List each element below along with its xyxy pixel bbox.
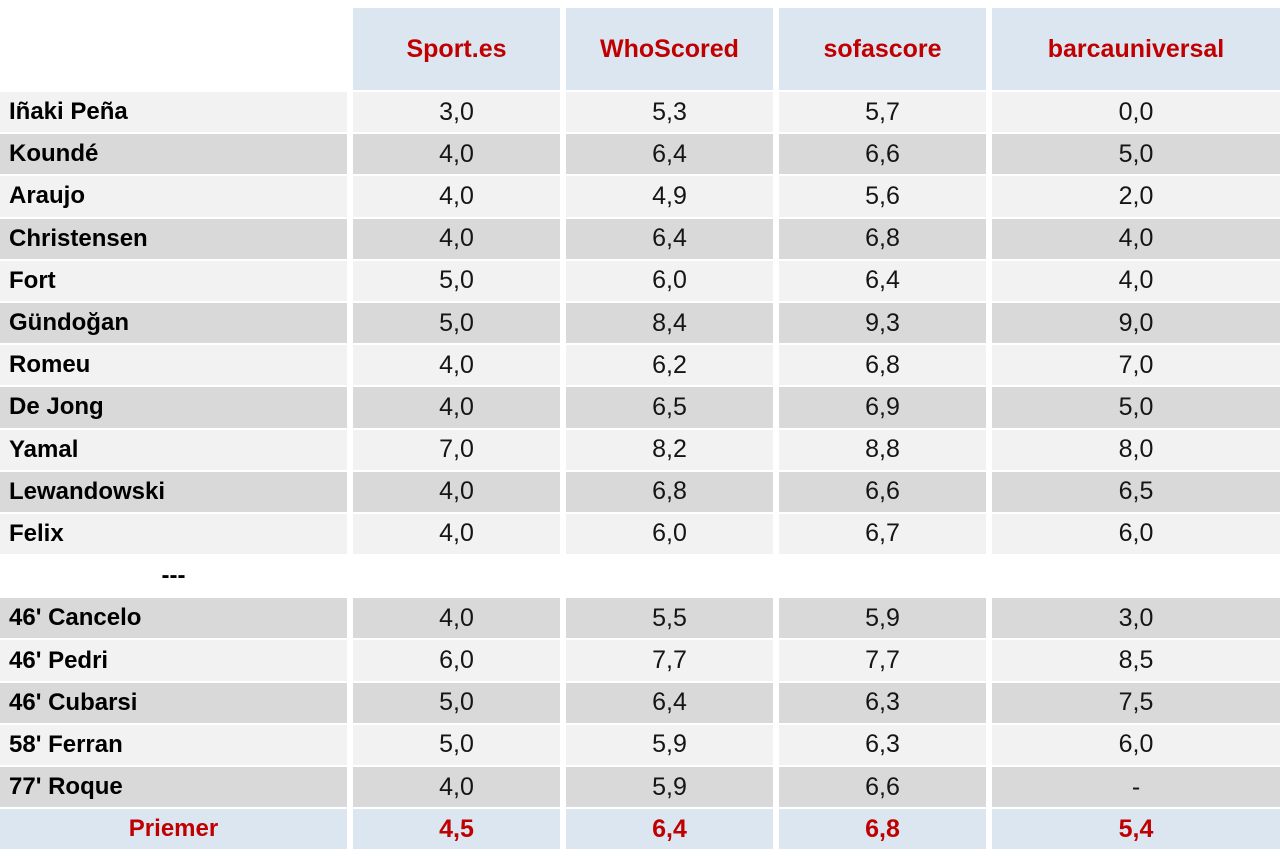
separator-empty-cell — [566, 556, 773, 597]
player-name-cell: 77' Roque — [0, 767, 347, 808]
rating-cell: 5,6 — [779, 176, 986, 217]
rating-cell: 6,0 — [992, 724, 1280, 765]
rating-cell: 6,0 — [353, 640, 560, 681]
rating-cell: 6,2 — [566, 345, 773, 386]
rating-cell: 7,0 — [992, 345, 1280, 386]
player-name-cell: Gündoğan — [0, 302, 347, 344]
player-name-cell: Lewandowski — [0, 471, 347, 512]
rating-cell: 5,9 — [566, 724, 773, 765]
rating-cell: 4,0 — [353, 471, 560, 512]
rating-cell: 7,0 — [353, 429, 560, 470]
rating-cell: 4,0 — [992, 218, 1280, 259]
rating-cell: 7,7 — [566, 640, 773, 681]
rating-cell: 4,0 — [992, 260, 1280, 301]
player-name-cell: Christensen — [0, 218, 347, 259]
rating-cell: 5,9 — [566, 767, 773, 808]
rating-cell: 8,0 — [992, 429, 1280, 470]
rating-cell: 6,8 — [566, 471, 773, 512]
rating-cell: 5,7 — [779, 92, 986, 133]
player-name-cell: Koundé — [0, 134, 347, 175]
rating-cell: 0,0 — [992, 92, 1280, 133]
separator-empty-cell — [779, 556, 986, 597]
corner-cell — [0, 8, 347, 90]
rating-cell: 4,0 — [353, 513, 560, 555]
rating-cell: 4,0 — [353, 387, 560, 428]
player-name-cell: Felix — [0, 513, 347, 555]
rating-cell: 4,0 — [353, 218, 560, 259]
rating-cell: 8,5 — [992, 640, 1280, 681]
rating-cell: 3,0 — [992, 598, 1280, 639]
rating-cell: 9,0 — [992, 302, 1280, 344]
rating-cell: - — [992, 767, 1280, 808]
rating-cell: 6,4 — [566, 134, 773, 175]
player-name-cell: 46' Cubarsi — [0, 682, 347, 723]
rating-cell: 6,3 — [779, 682, 986, 723]
column-header-sport-es: Sport.es — [353, 8, 560, 90]
rating-cell: 5,0 — [353, 724, 560, 765]
column-header-barcauniversal: barcauniversal — [992, 8, 1280, 90]
rating-cell: 6,0 — [566, 513, 773, 555]
rating-cell: 7,7 — [779, 640, 986, 681]
rating-cell: 5,0 — [992, 134, 1280, 175]
rating-cell: 6,5 — [566, 387, 773, 428]
rating-cell: 6,6 — [779, 471, 986, 512]
player-name-cell: 58' Ferran — [0, 724, 347, 765]
average-value-cell: 4,5 — [353, 809, 560, 850]
rating-cell: 4,0 — [353, 767, 560, 808]
player-name-cell: Romeu — [0, 345, 347, 386]
rating-cell: 5,9 — [779, 598, 986, 639]
player-name-cell: Iñaki Peña — [0, 92, 347, 133]
rating-cell: 6,4 — [779, 260, 986, 301]
rating-cell: 9,3 — [779, 302, 986, 344]
average-label-cell: Priemer — [0, 809, 347, 850]
player-name-cell: Araujo — [0, 176, 347, 217]
rating-cell: 7,5 — [992, 682, 1280, 723]
rating-cell: 8,4 — [566, 302, 773, 344]
rating-cell: 4,0 — [353, 134, 560, 175]
rating-cell: 4,0 — [353, 345, 560, 386]
rating-cell: 6,0 — [992, 513, 1280, 555]
rating-cell: 2,0 — [992, 176, 1280, 217]
average-value-cell: 6,4 — [566, 809, 773, 850]
player-name-cell: 46' Cancelo — [0, 598, 347, 639]
player-name-cell: Yamal — [0, 429, 347, 470]
rating-cell: 6,8 — [779, 345, 986, 386]
rating-cell: 5,0 — [353, 302, 560, 344]
rating-cell: 6,3 — [779, 724, 986, 765]
rating-cell: 6,7 — [779, 513, 986, 555]
separator-empty-cell — [992, 556, 1280, 597]
rating-cell: 5,0 — [353, 260, 560, 301]
column-header-whoscored: WhoScored — [566, 8, 773, 90]
rating-cell: 4,9 — [566, 176, 773, 217]
average-value-cell: 6,8 — [779, 809, 986, 850]
rating-cell: 5,5 — [566, 598, 773, 639]
rating-cell: 5,0 — [353, 682, 560, 723]
player-name-cell: Fort — [0, 260, 347, 301]
player-name-cell: De Jong — [0, 387, 347, 428]
rating-cell: 8,8 — [779, 429, 986, 470]
rating-cell: 6,6 — [779, 767, 986, 808]
average-value-cell: 5,4 — [992, 809, 1280, 850]
player-name-cell: 46' Pedri — [0, 640, 347, 681]
rating-cell: 8,2 — [566, 429, 773, 470]
separator-empty-cell — [353, 556, 560, 597]
rating-cell: 4,0 — [353, 176, 560, 217]
rating-cell: 3,0 — [353, 92, 560, 133]
separator-label-cell: --- — [0, 556, 347, 597]
rating-cell: 6,0 — [566, 260, 773, 301]
rating-cell: 6,4 — [566, 682, 773, 723]
rating-cell: 5,3 — [566, 92, 773, 133]
rating-cell: 6,6 — [779, 134, 986, 175]
rating-cell: 6,4 — [566, 218, 773, 259]
column-header-sofascore: sofascore — [779, 8, 986, 90]
rating-cell: 6,9 — [779, 387, 986, 428]
rating-cell: 6,8 — [779, 218, 986, 259]
rating-cell: 4,0 — [353, 598, 560, 639]
rating-cell: 5,0 — [992, 387, 1280, 428]
rating-cell: 6,5 — [992, 471, 1280, 512]
